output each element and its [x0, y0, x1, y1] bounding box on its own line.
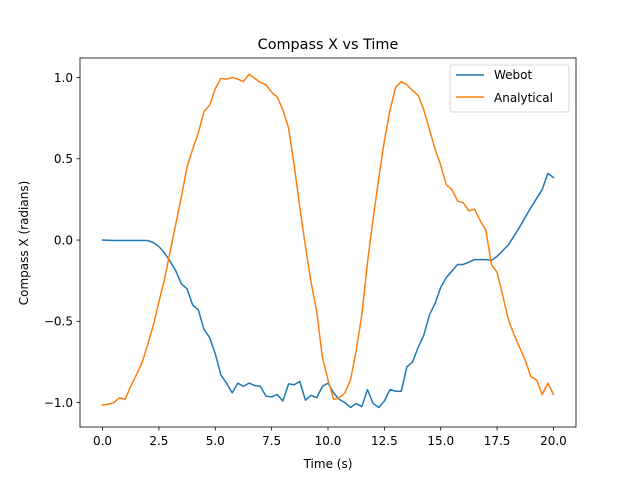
x-tick-label: 5.0 [206, 434, 225, 448]
x-axis-label: Time (s) [303, 457, 353, 471]
legend-box [449, 64, 570, 113]
y-tick-label: 1.0 [54, 71, 73, 85]
y-tick-label: 0.5 [54, 152, 73, 166]
chart-title: Compass X vs Time [258, 37, 399, 53]
y-tick-label: 0.0 [54, 233, 73, 247]
x-tick-label: 20.0 [540, 434, 567, 448]
x-tick-label: 7.5 [262, 434, 281, 448]
legend-label-analytical: Analytical [494, 91, 553, 105]
x-tick-label: 15.0 [427, 434, 454, 448]
legend: Webot Analytical [449, 64, 570, 113]
y-axis-label: Compass X (radians) [17, 181, 31, 306]
x-tick-label: 12.5 [371, 434, 398, 448]
tick-layer: 0.0 2.5 5.0 7.5 10.0 12.5 15.0 17.5 20.0 −1.0 −0.5… [44, 71, 567, 448]
series-layer [101, 73, 555, 409]
series-line-analytical [101, 73, 555, 406]
x-tick-label: 10.0 [315, 434, 342, 448]
x-tick-label: 17.5 [484, 434, 511, 448]
y-tick-label: −1.0 [44, 396, 73, 410]
x-tick-label: 0.0 [93, 434, 112, 448]
x-tick-label: 2.5 [149, 434, 168, 448]
y-tick-label: −0.5 [44, 315, 73, 329]
legend-label-webot: Webot [494, 68, 533, 82]
plot-frame [79, 57, 577, 428]
